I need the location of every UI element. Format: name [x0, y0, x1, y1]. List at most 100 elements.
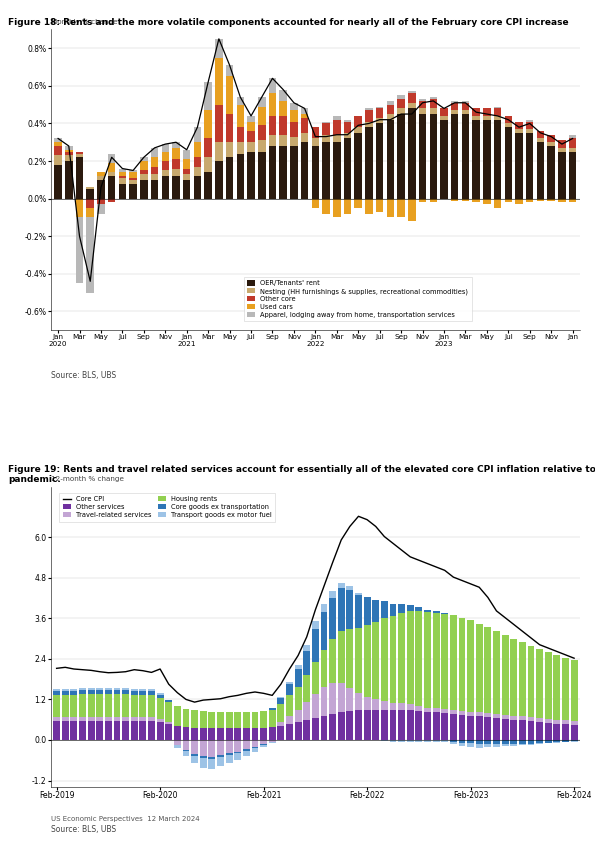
Bar [183, 180, 190, 199]
Core CPI [191, 697, 198, 707]
Bar [76, 199, 83, 217]
Bar [511, 638, 517, 716]
Bar [140, 174, 148, 180]
Bar [280, 101, 287, 116]
Bar [174, 740, 181, 745]
Bar [329, 598, 336, 639]
Bar [424, 712, 431, 740]
Text: Figure 18: Rents and the more volatile components accounted for nearly all of th: Figure 18: Rents and the more volatile c… [8, 19, 569, 27]
Bar [140, 170, 148, 174]
Bar [528, 740, 534, 744]
Core CPI [174, 688, 181, 698]
Bar [536, 740, 543, 743]
Bar [536, 649, 543, 718]
Bar [53, 690, 60, 691]
Bar [494, 116, 502, 120]
Bar [205, 138, 212, 157]
Bar [194, 127, 201, 142]
Bar [459, 743, 465, 746]
Bar [290, 136, 298, 146]
Bar [200, 728, 206, 740]
Text: Monthly % change: Monthly % change [51, 19, 117, 25]
Bar [333, 120, 340, 135]
Bar [139, 695, 146, 717]
Bar [397, 99, 405, 109]
Bar [372, 621, 379, 700]
Bar [338, 583, 345, 588]
Bar [301, 114, 308, 118]
Bar [537, 199, 544, 200]
Text: Source: BLS, UBS: Source: BLS, UBS [51, 371, 115, 381]
Bar [269, 116, 276, 135]
Bar [208, 728, 215, 740]
Bar [108, 176, 115, 199]
Bar [312, 630, 319, 662]
Bar [237, 142, 244, 153]
Bar [258, 107, 265, 125]
Bar [390, 740, 396, 742]
Bar [217, 757, 224, 766]
Bar [156, 695, 164, 698]
Bar [286, 724, 293, 740]
Bar [462, 114, 469, 199]
Bar [519, 717, 526, 721]
Bar [215, 39, 223, 57]
Bar [96, 717, 103, 722]
Bar [148, 722, 155, 740]
Bar [440, 109, 447, 116]
Bar [76, 217, 83, 283]
Bar [571, 721, 578, 725]
Bar [376, 199, 383, 212]
Bar [53, 695, 60, 717]
Bar [156, 719, 164, 722]
Bar [183, 174, 190, 180]
Bar [131, 695, 137, 717]
Bar [129, 184, 137, 199]
Bar [424, 740, 431, 742]
Bar [54, 138, 62, 142]
Bar [215, 104, 223, 142]
Bar [165, 701, 172, 702]
Bar [65, 146, 73, 150]
Bar [419, 101, 426, 109]
Bar [338, 712, 345, 740]
Bar [365, 121, 372, 127]
Bar [450, 714, 457, 740]
Bar [338, 588, 345, 632]
Bar [338, 632, 345, 683]
Bar [381, 618, 388, 701]
Bar [372, 600, 379, 621]
Bar [161, 176, 169, 199]
Bar [140, 161, 148, 170]
Bar [200, 740, 206, 756]
Bar [505, 127, 512, 199]
Bar [172, 168, 180, 176]
Bar [415, 607, 422, 611]
Bar [151, 180, 158, 199]
Bar [511, 744, 517, 746]
Bar [355, 127, 362, 133]
Bar [269, 135, 276, 146]
Bar [397, 199, 405, 217]
Bar [483, 109, 491, 116]
Bar [139, 690, 146, 691]
Bar [290, 110, 298, 121]
Bar [280, 135, 287, 146]
Bar [528, 744, 534, 745]
Bar [194, 167, 201, 176]
Bar [208, 759, 215, 769]
Bar [131, 722, 137, 740]
Bar [398, 711, 405, 740]
Bar [226, 77, 233, 114]
Bar [122, 695, 129, 717]
Bar [151, 174, 158, 180]
Bar [156, 722, 164, 740]
Bar [321, 687, 327, 716]
Bar [441, 614, 448, 709]
Bar [237, 104, 244, 127]
Bar [483, 199, 491, 205]
Bar [217, 728, 224, 740]
Bar [569, 138, 577, 148]
Bar [215, 142, 223, 161]
Bar [260, 711, 267, 728]
